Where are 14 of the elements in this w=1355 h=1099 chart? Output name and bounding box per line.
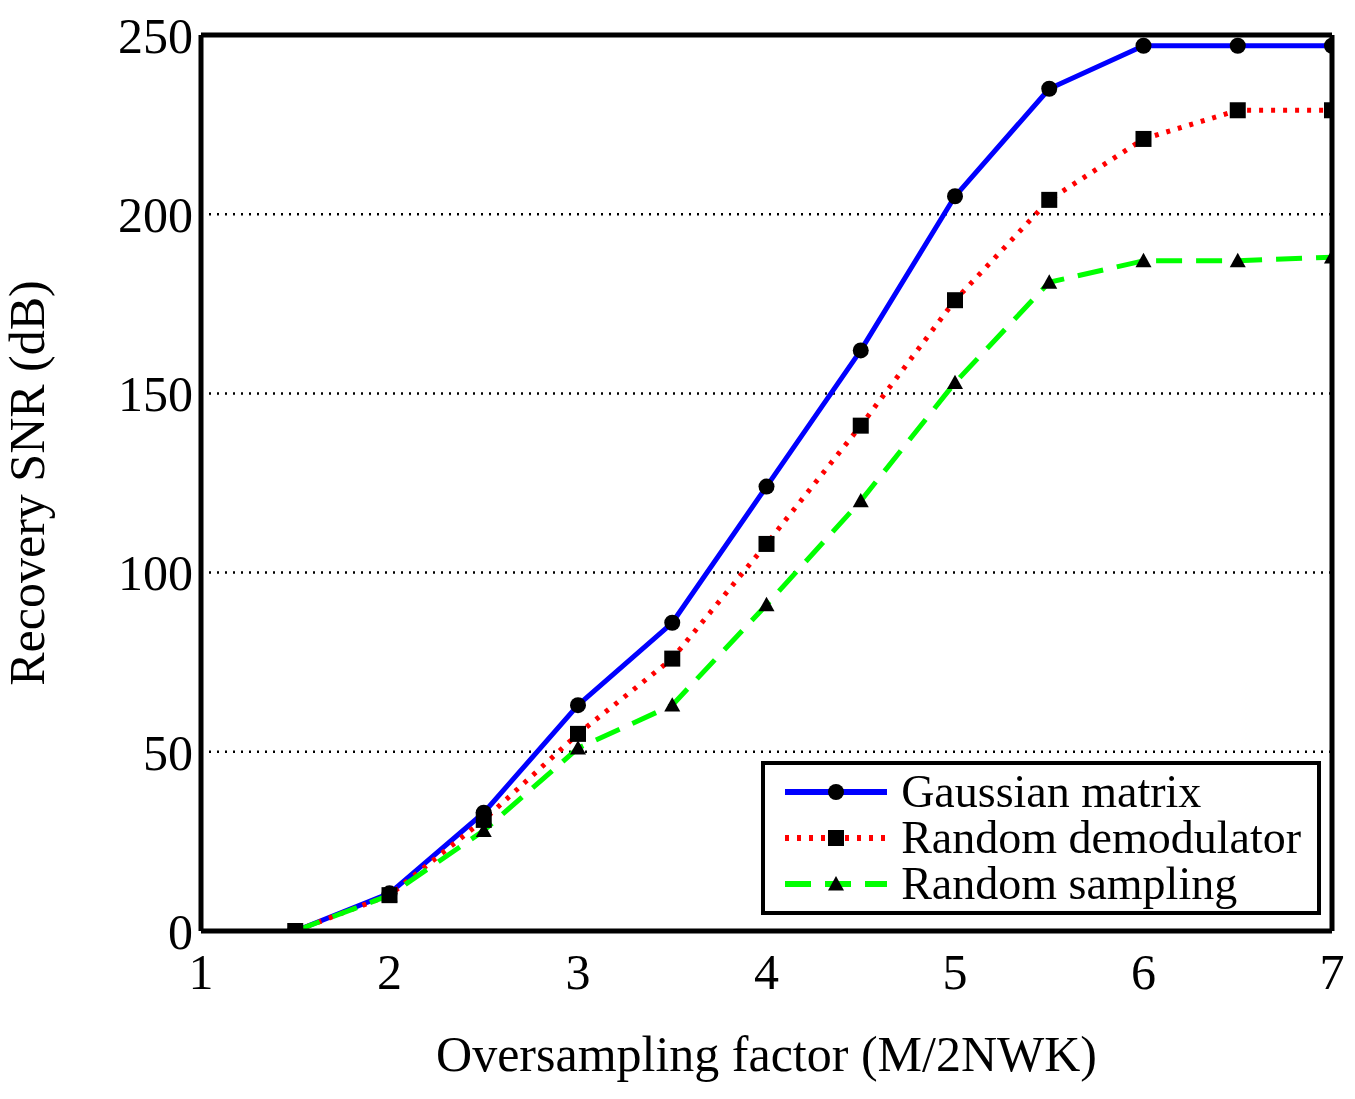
y-tick-label: 200 xyxy=(118,186,193,243)
x-tick-label: 5 xyxy=(942,943,968,1000)
x-tick-label: 2 xyxy=(377,943,402,1000)
x-tick-label: 6 xyxy=(1131,943,1156,1000)
y-axis-title: Recovery SNR (dB) xyxy=(0,280,55,686)
x-tick-label: 7 xyxy=(1319,943,1345,1000)
y-tick-label: 100 xyxy=(118,545,193,602)
y-tick-label: 250 xyxy=(118,7,193,64)
y-tick-label: 0 xyxy=(168,903,193,960)
x-tick-label: 3 xyxy=(565,943,591,1000)
x-tick-label: 4 xyxy=(754,943,779,1000)
y-tick-label: 50 xyxy=(143,724,193,781)
x-axis-title: Oversampling factor (M/2NWK) xyxy=(436,1026,1097,1082)
y-tick-label: 150 xyxy=(118,366,193,423)
